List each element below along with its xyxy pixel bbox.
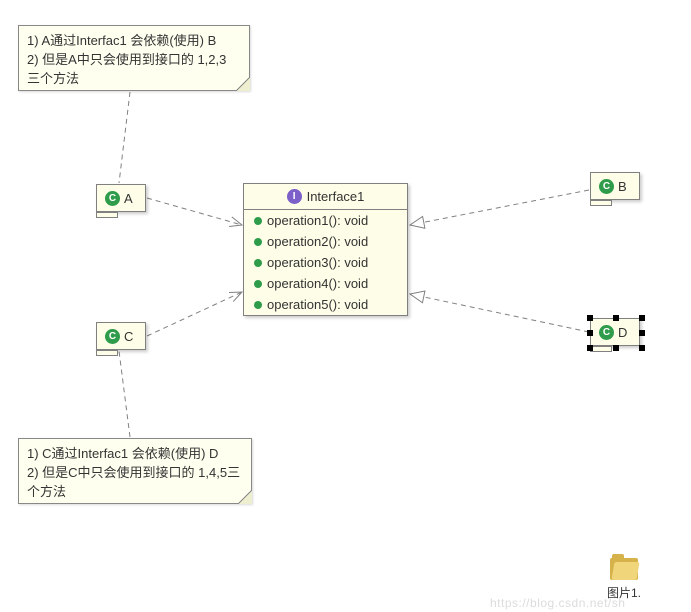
note-c: 1) C通过Interfac1 会依赖(使用) D 2) 但是C中只会使用到接口…	[18, 438, 252, 504]
note-c-line1: 1) C通过Interfac1 会依赖(使用) D	[27, 445, 243, 464]
op-bullet-icon	[254, 238, 262, 246]
selection-handle[interactable]	[639, 330, 645, 336]
note-a-line1: 1) A通过Interfac1 会依赖(使用) B	[27, 32, 241, 51]
operation5-label: operation5(): void	[267, 297, 368, 312]
class-a-label: A	[124, 191, 133, 206]
operation3-label: operation3(): void	[267, 255, 368, 270]
selection-handle[interactable]	[587, 345, 593, 351]
op-bullet-icon	[254, 259, 262, 267]
selection-handle[interactable]	[587, 315, 593, 321]
note-a: 1) A通过Interfac1 会依赖(使用) B 2) 但是A中只会使用到接口…	[18, 25, 250, 91]
note-a-line2: 2) 但是A中只会使用到接口的 1,2,3	[27, 51, 241, 70]
op-bullet-icon	[254, 280, 262, 288]
operation1-label: operation1(): void	[267, 213, 368, 228]
operation-row: operation2(): void	[244, 231, 407, 252]
interface-badge-icon	[287, 189, 302, 204]
selection-handle[interactable]	[639, 315, 645, 321]
note-c-link	[119, 351, 130, 437]
class-badge-icon	[105, 329, 120, 344]
selection-handle[interactable]	[613, 345, 619, 351]
class-c[interactable]: C	[96, 322, 146, 350]
interface1[interactable]: Interface1 operation1(): void operation2…	[243, 183, 408, 316]
class-a[interactable]: A	[96, 184, 146, 212]
watermark-text: https://blog.csdn.net/sh	[490, 596, 625, 610]
operation2-label: operation2(): void	[267, 234, 368, 249]
note-c-line2: 2) 但是C中只会使用到接口的 1,4,5三	[27, 464, 243, 483]
note-c-line3: 个方法	[27, 483, 243, 502]
operation-row: operation5(): void	[244, 294, 407, 315]
class-b-label: B	[618, 179, 627, 194]
interface1-title-row: Interface1	[244, 184, 407, 210]
class-badge-icon	[599, 179, 614, 194]
selection-handle[interactable]	[613, 315, 619, 321]
op-bullet-icon	[254, 301, 262, 309]
operation4-label: operation4(): void	[267, 276, 368, 291]
folder-icon	[610, 554, 638, 580]
operation-row: operation4(): void	[244, 273, 407, 294]
operation-row: operation1(): void	[244, 210, 407, 231]
d-to-iface	[410, 294, 589, 332]
note-a-link	[119, 92, 130, 183]
class-d[interactable]: D	[590, 318, 640, 346]
class-d-label: D	[618, 325, 627, 340]
op-bullet-icon	[254, 217, 262, 225]
selection-handle[interactable]	[639, 345, 645, 351]
c-to-iface	[147, 292, 242, 336]
class-badge-icon	[105, 191, 120, 206]
b-to-iface	[410, 190, 589, 225]
class-b[interactable]: B	[590, 172, 640, 200]
class-badge-icon	[599, 325, 614, 340]
note-a-line3: 三个方法	[27, 70, 241, 89]
selection-handle[interactable]	[587, 330, 593, 336]
operation-row: operation3(): void	[244, 252, 407, 273]
class-c-label: C	[124, 329, 133, 344]
a-to-iface	[147, 198, 242, 225]
interface1-title: Interface1	[307, 189, 365, 204]
